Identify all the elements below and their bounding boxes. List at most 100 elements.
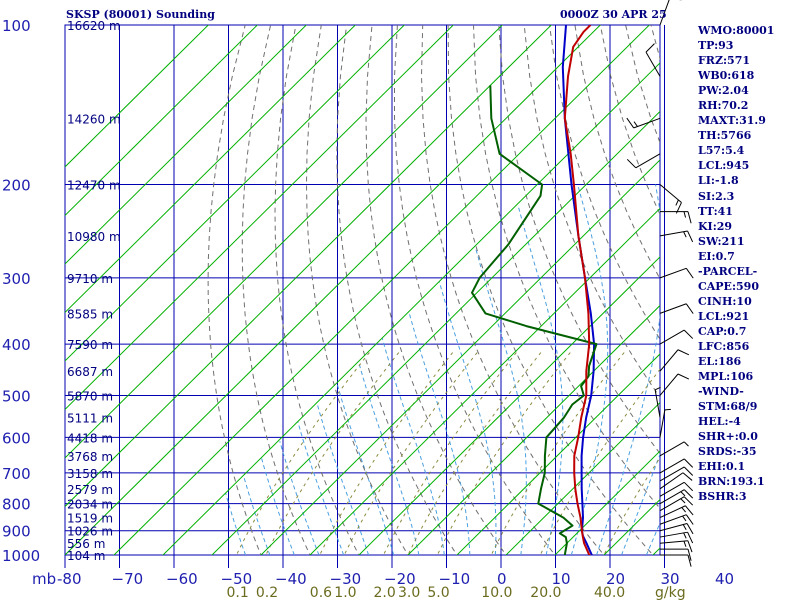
index-item: HEL:-4	[698, 415, 741, 429]
wind-barb	[659, 0, 682, 26]
height-label: 9710 m	[67, 272, 113, 286]
wind-barb	[659, 373, 690, 396]
isotherm	[65, 25, 504, 459]
mixing-ratio-label: 20.0	[530, 585, 561, 600]
isotherm	[505, 401, 660, 555]
pressure-tick-label: 600	[2, 429, 31, 447]
index-item: LFC:856	[698, 339, 750, 353]
index-item: EHI:0.1	[698, 460, 746, 474]
isotherm	[211, 110, 660, 555]
index-item: WB0:618	[698, 69, 755, 83]
station-title: SKSP (80001) Sounding	[66, 8, 215, 21]
wind-barb	[659, 531, 694, 544]
index-item: KI:29	[698, 219, 733, 233]
index-item: STM:68/9	[698, 400, 758, 414]
height-label: 16620 m	[67, 19, 121, 33]
moist-adiabat	[225, 493, 246, 555]
index-item: BRN:193.1	[698, 475, 765, 489]
pressure-tick-label: 300	[2, 270, 31, 288]
wind-barb	[659, 540, 693, 553]
isotherm	[65, 25, 553, 508]
temperature-tick-label: −20	[384, 570, 416, 588]
wind-barb	[659, 496, 694, 512]
index-item: CINH:10	[698, 294, 752, 308]
isotherm	[358, 256, 660, 555]
plot-frame	[64, 24, 661, 556]
wind-barb	[659, 472, 693, 490]
wind-barb	[659, 505, 694, 519]
moist-adiabat	[279, 441, 320, 555]
temperature-tick-label: −70	[112, 570, 144, 588]
wind-barb	[659, 514, 694, 525]
moist-adiabat	[358, 363, 420, 555]
mixing-ratio-line	[490, 349, 627, 555]
dry-adiabat	[207, 25, 262, 555]
wind-barb	[659, 303, 694, 314]
wind-barb	[659, 408, 671, 438]
height-label: 8585 m	[67, 307, 113, 321]
height-label: 2034 m	[67, 498, 113, 512]
height-label: 14260 m	[67, 112, 121, 126]
index-item: -WIND-	[698, 385, 744, 399]
moist-adiabat	[621, 452, 660, 555]
height-label: 10980 m	[67, 230, 121, 244]
height-label: 2579 m	[67, 483, 113, 497]
mixing-ratio-label: 0.1	[227, 585, 249, 600]
dry-adiabat	[365, 25, 507, 555]
dry-adiabat	[549, 25, 660, 341]
index-item: PW:2.04	[698, 84, 749, 98]
wind-barb	[645, 43, 661, 77]
wind-barb	[659, 267, 694, 279]
temperature-tick-label: 0	[497, 570, 507, 588]
mixing-ratio-unit: g/kg	[655, 585, 686, 600]
mixing-ratio-label: 2.0	[374, 585, 396, 600]
index-item: TH:5766	[698, 129, 752, 143]
mixing-ratio-label: 10.0	[481, 585, 512, 600]
wind-barb	[659, 329, 694, 345]
temperature-tick-label: -80	[57, 570, 82, 588]
mixing-ratio-line	[382, 349, 519, 555]
dry-adiabat	[498, 25, 660, 455]
index-item: SRDS:-35	[698, 445, 757, 459]
height-label: 556 m	[67, 537, 105, 551]
pressure-tick-label: 800	[2, 496, 31, 514]
pressure-tick-label: 200	[2, 177, 31, 195]
isotherm	[65, 25, 308, 265]
height-label: 104 m	[67, 549, 105, 563]
wind-barb	[659, 230, 694, 243]
isotherm	[65, 25, 455, 411]
parcel-trace	[561, 25, 596, 555]
mixing-ratio-label: 40.0	[594, 585, 625, 600]
height-label: 5111 m	[67, 411, 113, 425]
temperature-tick-label: 40	[715, 570, 734, 588]
valid-time: 0000Z 30 APR 25	[560, 8, 667, 21]
height-label: 1519 m	[67, 512, 113, 526]
temperature-tick-label: −10	[439, 570, 471, 588]
wind-barb	[626, 117, 661, 129]
isotherm	[260, 159, 660, 555]
mixing-ratio-line	[539, 368, 660, 555]
height-label: 1026 m	[67, 525, 113, 539]
wind-barb	[659, 481, 694, 497]
height-label: 3768 m	[67, 450, 113, 464]
moist-adiabat	[408, 313, 471, 555]
dry-adiabat	[394, 25, 556, 555]
moist-adiabat	[336, 383, 395, 555]
dry-adiabat	[447, 25, 654, 555]
height-label: 5870 m	[67, 389, 113, 403]
index-item: BSHR:3	[698, 490, 747, 504]
dry-adiabat	[336, 25, 458, 555]
index-item: CAPE:590	[698, 279, 759, 293]
mixing-ratio-line	[436, 349, 573, 555]
index-item: -PARCEL-	[698, 264, 758, 278]
wind-barb	[660, 548, 692, 561]
isotherm	[162, 62, 660, 555]
isotherm	[407, 304, 660, 555]
index-item: TP:93	[698, 39, 734, 53]
mixing-ratio-label: 3.0	[398, 585, 420, 600]
height-label: 4418 m	[67, 431, 113, 445]
index-item: SHR+:0.0	[698, 430, 758, 444]
isotherm	[65, 25, 602, 555]
